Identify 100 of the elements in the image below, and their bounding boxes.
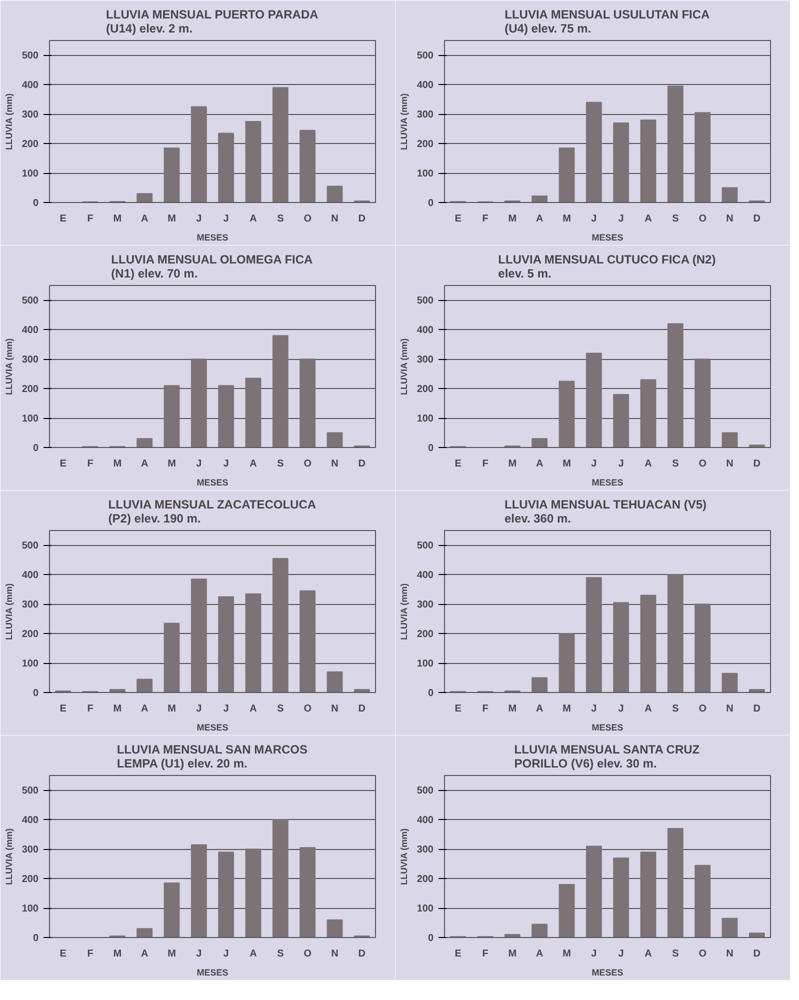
x-tick-label: A	[250, 458, 257, 470]
chart-title: LLUVIA MENSUAL CUTUCO FICA (N2) elev. 5 m.	[498, 252, 716, 280]
x-tick-label: J	[591, 704, 597, 714]
x-tick-label: F	[87, 214, 94, 224]
x-tick-label: N	[331, 704, 338, 714]
chart-title: LLUVIA MENSUAL SAN MARCOS LEMPA (U1) elev. 20 m.	[116, 742, 308, 770]
x-tick-label: E	[60, 214, 67, 224]
x-tick-label: D	[358, 214, 366, 224]
x-tick-label: N	[726, 214, 734, 224]
chart-title: LLUVIA MENSUAL ZACATECOLUCA (P2) elev. 190 m.	[108, 498, 316, 526]
x-tick-label: A	[536, 704, 544, 714]
x-tick-label: A	[140, 458, 148, 470]
x-tick-label: S	[672, 948, 680, 960]
y-tick-label: 100	[416, 414, 434, 425]
x-axis-title: MESES	[196, 722, 228, 732]
x-tick-label: M	[562, 948, 571, 960]
x-tick-label: D	[358, 948, 366, 960]
y-tick-label: 400	[22, 325, 39, 336]
y-tick-label: 500	[22, 786, 39, 797]
x-tick-label: M	[562, 458, 571, 470]
x-tick-label: S	[277, 458, 284, 470]
x-tick-label: O	[304, 704, 312, 714]
x-tick-label: S	[277, 948, 284, 960]
x-axis-title: MESES	[196, 968, 228, 978]
x-tick-label: O	[698, 948, 707, 960]
y-tick-label: 0	[32, 688, 39, 699]
y-tick-label: 100	[22, 904, 39, 915]
x-tick-label: O	[698, 704, 707, 714]
chart-title: LLUVIA MENSUAL USULUTAN FICA (U4) elev. 75 m.	[504, 8, 710, 36]
x-tick-label: F	[482, 948, 488, 960]
x-axis-title: MESES	[196, 232, 228, 242]
y-tick-label: 200	[22, 139, 39, 150]
x-tick-label: F	[482, 704, 488, 714]
y-tick-label: 300	[416, 600, 434, 611]
x-tick-label: M	[168, 704, 176, 714]
x-axis-title: MESES	[592, 968, 624, 978]
x-tick-label: D	[358, 704, 366, 714]
x-tick-label: J	[618, 214, 624, 224]
x-tick-label: A	[140, 704, 148, 714]
x-tick-label: F	[87, 948, 94, 960]
y-tick-label: 500	[416, 296, 434, 307]
x-tick-label: M	[113, 458, 122, 470]
x-tick-label: M	[562, 214, 571, 224]
x-tick-label: E	[454, 704, 462, 714]
x-tick-label: M	[168, 948, 176, 960]
y-tick-label: 400	[416, 80, 434, 92]
x-axis-title: MESES	[592, 232, 624, 242]
x-tick-label: E	[454, 458, 462, 470]
x-tick-label: A	[140, 214, 148, 224]
x-tick-label: D	[358, 458, 366, 470]
x-tick-label: D	[753, 704, 761, 714]
y-tick-label: 0	[32, 198, 39, 209]
x-tick-label: A	[250, 704, 257, 714]
x-tick-label: A	[536, 214, 544, 224]
x-tick-label: O	[698, 214, 707, 224]
x-tick-label: J	[618, 948, 624, 960]
x-tick-label: J	[591, 948, 597, 960]
x-tick-label: N	[331, 214, 338, 224]
x-tick-label: N	[726, 704, 734, 714]
y-axis-title: LLUVIA (mm)	[4, 583, 14, 640]
x-tick-label: A	[536, 948, 544, 960]
x-tick-label: O	[304, 458, 312, 470]
x-tick-label: F	[87, 704, 94, 714]
x-tick-label: S	[277, 214, 284, 224]
y-tick-label: 400	[416, 570, 434, 582]
x-tick-label: A	[536, 458, 544, 470]
y-tick-label: 200	[416, 629, 434, 640]
y-tick-label: 300	[22, 844, 39, 856]
y-tick-label: 200	[416, 139, 434, 150]
x-tick-label: N	[726, 948, 734, 960]
x-tick-label: F	[87, 458, 94, 470]
x-tick-label: J	[591, 214, 597, 224]
x-tick-label: J	[618, 458, 624, 470]
x-tick-label: J	[618, 704, 624, 714]
x-tick-label: E	[454, 948, 462, 960]
chart-title: LLUVIA MENSUAL SANTA CRUZ PORILLO (V6) elev. 30 m.	[514, 742, 700, 770]
x-tick-label: J	[196, 704, 202, 714]
x-tick-label: J	[223, 704, 229, 714]
y-tick-label: 400	[22, 80, 39, 92]
y-tick-label: 400	[416, 325, 434, 336]
y-axis-title: LLUVIA (mm)	[398, 828, 409, 885]
x-tick-label: J	[591, 458, 597, 470]
x-tick-label: D	[753, 214, 761, 224]
x-tick-label: M	[113, 948, 122, 960]
y-axis-title: LLUVIA (mm)	[4, 828, 14, 885]
y-axis-title: LLUVIA (mm)	[4, 338, 14, 395]
x-tick-label: J	[196, 948, 202, 960]
y-tick-label: 500	[22, 540, 39, 552]
x-tick-label: M	[508, 214, 517, 224]
y-tick-label: 100	[416, 168, 434, 180]
chart-title: LLUVIA MENSUAL TEHUACAN (V5) elev. 360 m.	[504, 498, 707, 526]
x-tick-label: E	[454, 214, 462, 224]
y-tick-label: 300	[22, 600, 39, 611]
x-tick-label: J	[223, 214, 229, 224]
y-tick-label: 400	[22, 815, 39, 826]
x-tick-label: S	[672, 214, 680, 224]
y-tick-label: 200	[22, 384, 39, 396]
y-tick-label: 300	[416, 844, 434, 856]
y-tick-label: 0	[428, 443, 434, 454]
y-axis-title: LLUVIA (mm)	[398, 583, 409, 640]
